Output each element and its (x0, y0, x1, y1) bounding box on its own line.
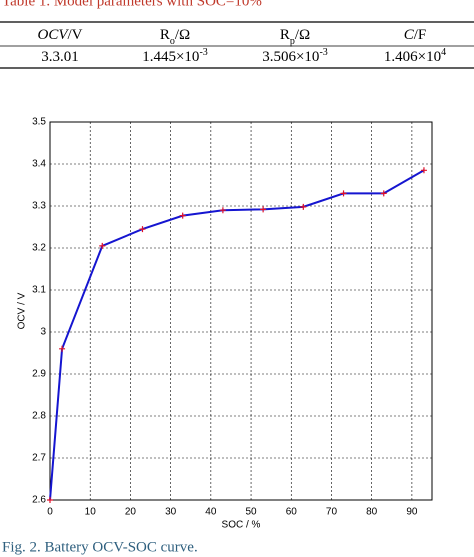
data-marker (340, 190, 347, 197)
x-tick-label: 10 (85, 507, 97, 518)
x-tick-label: 0 (47, 507, 53, 518)
data-marker (420, 167, 427, 174)
table-text: 3.506×10 (262, 49, 319, 65)
y-tick-label: 3.5 (32, 117, 46, 128)
table-cell: 1.445×10-3 (142, 47, 208, 66)
x-tick-label: 80 (366, 507, 378, 518)
y-tick-label: 2.7 (32, 453, 46, 464)
table-cell: 1.406×104 (384, 47, 446, 66)
x-tick-label: 30 (165, 507, 177, 518)
y-axis-label: OCV / V (17, 292, 28, 329)
table-text: C (404, 27, 415, 43)
data-marker (219, 207, 226, 214)
x-tick-label: 20 (125, 507, 137, 518)
table-caption: Table 1. Model parameters with SOC=10% (2, 0, 262, 9)
data-marker (179, 212, 186, 219)
data-marker (47, 497, 53, 503)
table-header: Rp/Ω (280, 27, 310, 46)
x-tick-label: 50 (245, 507, 257, 518)
x-tick-label: 90 (406, 507, 418, 518)
y-tick-label: 3 (40, 327, 46, 338)
table-text: -3 (199, 47, 207, 58)
x-axis-label: SOC / % (222, 520, 261, 531)
data-marker (99, 242, 106, 249)
y-tick-label: 3.2 (32, 243, 46, 254)
table-header: Ro/Ω (160, 27, 190, 46)
table-text: /V (68, 27, 83, 43)
table-text: R (160, 27, 170, 43)
y-tick-label: 2.9 (32, 369, 46, 380)
table-header: OCV/V (38, 27, 83, 43)
table-text: /F (414, 27, 427, 43)
y-tick-label: 3.1 (32, 285, 46, 296)
y-tick-label: 3.3 (32, 201, 46, 212)
data-marker (300, 203, 307, 210)
table-text: -3 (319, 47, 327, 58)
data-marker (260, 206, 267, 213)
table-text: R (280, 27, 290, 43)
table-text: OCV (38, 27, 70, 43)
plot-area (49, 121, 433, 501)
data-marker (139, 226, 146, 233)
y-tick-label: 2.8 (32, 411, 46, 422)
data-marker (59, 345, 66, 352)
table-text: /Ω (175, 27, 190, 43)
x-tick-label: 70 (326, 507, 338, 518)
table-text: p (290, 36, 295, 47)
y-tick-label: 3.4 (32, 159, 46, 170)
x-tick-label: 60 (286, 507, 298, 518)
table-header: C/F (404, 27, 427, 43)
x-tick-label: 40 (205, 507, 217, 518)
table-text: /Ω (295, 27, 310, 43)
table-text: 4 (441, 47, 446, 58)
table-cell: 3.3.01 (41, 49, 79, 65)
table-text: o (170, 36, 175, 47)
table-cell: 3.506×10-3 (262, 47, 328, 66)
table-text: 1.406×10 (384, 49, 441, 65)
table-text: 3.3.01 (41, 49, 79, 65)
y-tick-label: 2.6 (32, 495, 46, 506)
figure-caption: Fig. 2. Battery OCV-SOC curve. (2, 539, 198, 555)
data-marker (380, 190, 387, 197)
table-text: 1.445×10 (142, 49, 199, 65)
